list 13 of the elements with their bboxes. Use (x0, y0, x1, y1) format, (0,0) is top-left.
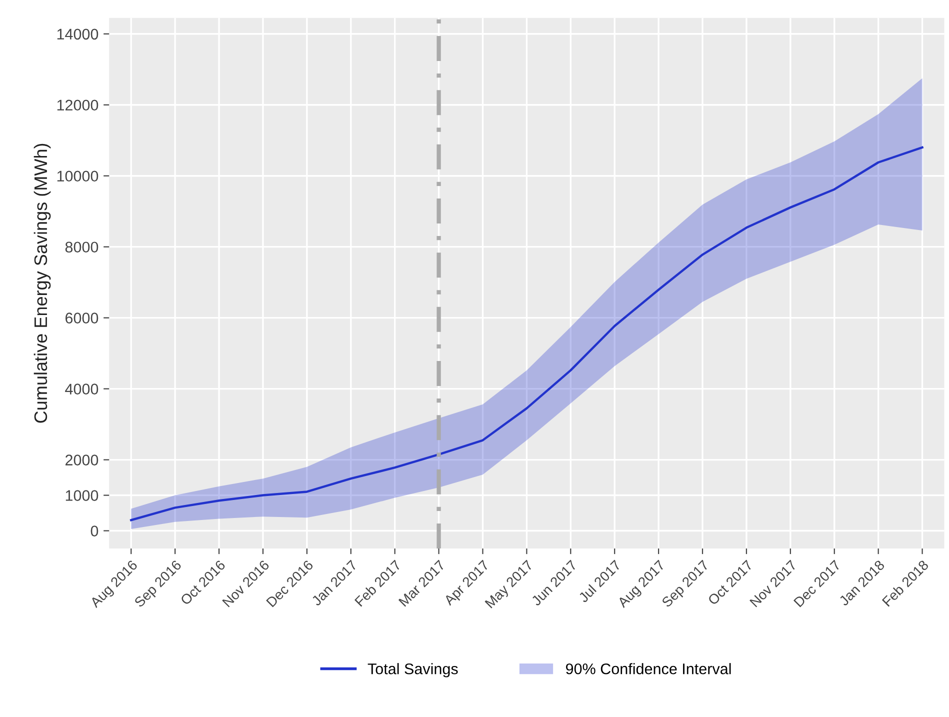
y-tick-label: 4000 (65, 384, 98, 394)
y-tick-label: 14000 (57, 28, 98, 40)
y-tick-label: 1000 (66, 490, 98, 501)
y-axis-title: Cumulative Energy Savings (MWh) (34, 144, 51, 423)
y-tick-label: 10000 (57, 170, 98, 182)
line-series (130, 146, 924, 522)
text: 90% Confidence Interval (566, 663, 731, 674)
y-tick-label: 6000 (66, 312, 98, 324)
y-tick-label: 2000 (66, 454, 98, 466)
y-tick-label: 0 (90, 526, 98, 536)
legend-label: Total Savings (368, 663, 458, 678)
y-tick-label: 12000 (57, 100, 98, 111)
y-tick-label: 8000 (65, 242, 98, 253)
